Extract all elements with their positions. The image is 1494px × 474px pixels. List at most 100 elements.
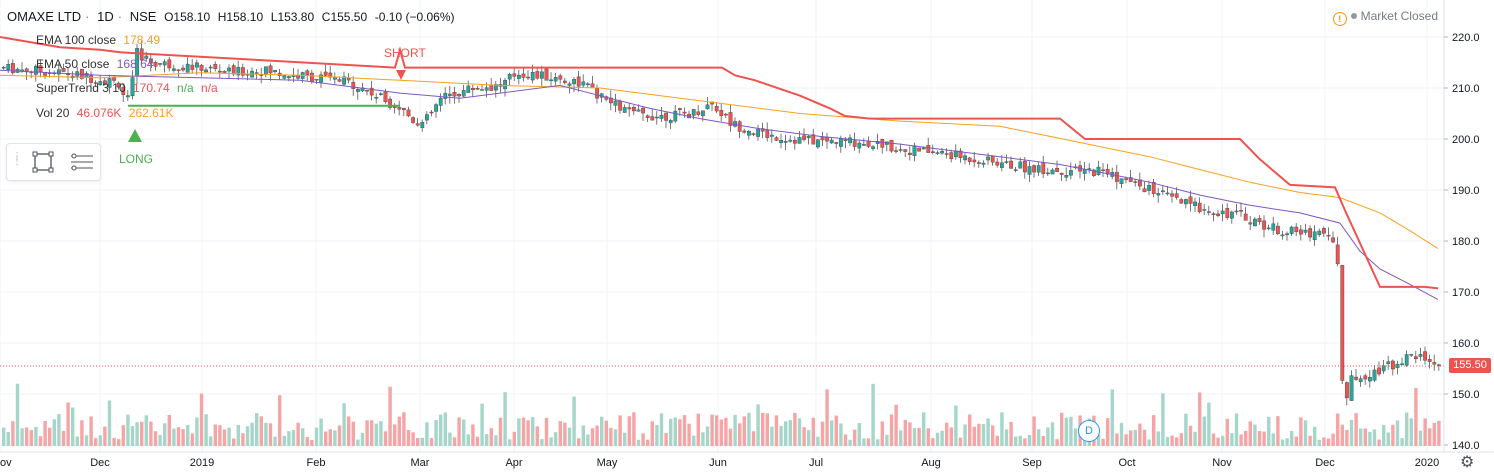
candle-body <box>443 92 448 99</box>
volume-bar <box>1101 438 1105 446</box>
dividend-marker[interactable]: D <box>1078 420 1100 442</box>
volume-bar <box>981 424 986 446</box>
candle-body <box>61 68 66 72</box>
ema100-legend[interactable]: EMA 100 close 178.49 <box>36 33 160 47</box>
supertrend-legend[interactable]: SuperTrend 3 10 170.74 n/a n/a <box>36 81 218 95</box>
volume-bar <box>2 427 6 446</box>
interval[interactable]: 1D <box>97 9 114 24</box>
volume-bar <box>190 433 194 446</box>
price-tick-label: 200.0 <box>1452 134 1480 146</box>
candle-body <box>1151 182 1156 194</box>
volume-bar <box>1423 418 1427 446</box>
candle-body <box>185 63 190 73</box>
volume-bar <box>273 436 277 446</box>
candle-body <box>1404 354 1409 366</box>
volume-bar <box>977 423 981 446</box>
settings-lines-button[interactable] <box>67 148 95 176</box>
volume-bar <box>1349 419 1354 446</box>
volume-bar <box>733 414 737 446</box>
candle-body <box>98 81 103 85</box>
candle-body <box>650 116 655 121</box>
candle-body <box>1317 230 1322 236</box>
volume-bar <box>126 414 130 446</box>
candle-body <box>1344 382 1349 399</box>
candle-body <box>190 64 195 70</box>
volume-bar <box>1290 431 1294 446</box>
candle-body <box>655 116 659 119</box>
drag-handle-icon[interactable]: ⋮ ⋮ <box>12 151 22 167</box>
candle-body <box>1036 165 1041 173</box>
candle-body <box>1298 229 1303 235</box>
volume-bar <box>494 435 498 446</box>
rectangle-tool-button[interactable] <box>29 148 57 176</box>
volume-bar <box>972 426 976 446</box>
candle-body <box>668 120 673 124</box>
volume-bar <box>820 421 825 446</box>
volume-bar <box>75 436 79 446</box>
candle-body <box>714 106 719 112</box>
volume-bar <box>802 427 806 446</box>
volume-bar <box>710 414 714 446</box>
candle-body <box>747 130 751 136</box>
ema100-legend-value: 178.49 <box>123 33 161 47</box>
volume-bar <box>370 420 374 446</box>
symbol-name[interactable]: OMAXE LTD <box>7 9 82 24</box>
volume-bar <box>1359 428 1363 446</box>
candle-body <box>429 111 434 114</box>
gear-icon[interactable]: ⚙ <box>1460 454 1475 471</box>
ema100-line <box>0 72 1439 250</box>
volume-bar <box>563 422 567 446</box>
candle-body <box>1321 228 1326 234</box>
volume-bar <box>452 437 457 446</box>
candle-body <box>526 76 531 79</box>
volume-bar <box>406 429 411 446</box>
candle-body <box>558 75 563 80</box>
candle-body <box>682 111 687 114</box>
candle-body <box>346 78 351 81</box>
candle-body <box>1064 175 1069 178</box>
volume-bar <box>646 439 650 446</box>
volume-bar <box>1326 438 1331 446</box>
volume-legend[interactable]: Vol 20 46.076K 262.61K <box>36 106 174 120</box>
ema50-legend-value: 168.64 <box>116 57 154 71</box>
clock-icon: ! <box>1332 12 1347 26</box>
time-tick-label: Aug <box>921 457 941 469</box>
volume-bar <box>540 439 544 446</box>
candle-body <box>1229 211 1234 219</box>
candle-body <box>728 112 733 126</box>
candle-body <box>323 71 328 76</box>
candle-body <box>1165 192 1170 195</box>
candle-body <box>894 150 899 152</box>
volume-bar <box>1322 437 1326 446</box>
volume-bar <box>705 426 710 446</box>
candle-body <box>457 94 461 97</box>
volume-bar <box>682 415 687 446</box>
volume-bar <box>259 416 263 446</box>
exchange: NSE <box>129 9 157 24</box>
volume-bar <box>342 403 346 446</box>
candle-body <box>1142 188 1147 193</box>
volume-bar <box>498 417 503 446</box>
volume-bar <box>181 429 185 446</box>
candle-body <box>1390 360 1395 370</box>
volume-bar <box>577 438 581 446</box>
candle-body <box>737 121 742 132</box>
volume-bar <box>319 418 323 446</box>
volume-bar <box>779 426 783 446</box>
volume-bar <box>232 438 236 446</box>
market-status[interactable]: ! Market Closed <box>1332 9 1438 26</box>
volume-bar <box>742 416 746 446</box>
volume-bar <box>793 412 797 446</box>
ema50-legend[interactable]: EMA 50 close 168.64 <box>36 57 153 71</box>
volume-bar <box>305 437 309 446</box>
volume-bar <box>613 429 618 446</box>
volume-bar <box>531 416 535 446</box>
volume-bar <box>774 415 779 446</box>
volume-bar <box>268 423 273 446</box>
volume-bar <box>724 417 728 446</box>
candle-body <box>641 107 646 114</box>
volume-bar <box>80 420 84 446</box>
candle-body <box>84 72 89 78</box>
candle-body <box>544 68 549 81</box>
